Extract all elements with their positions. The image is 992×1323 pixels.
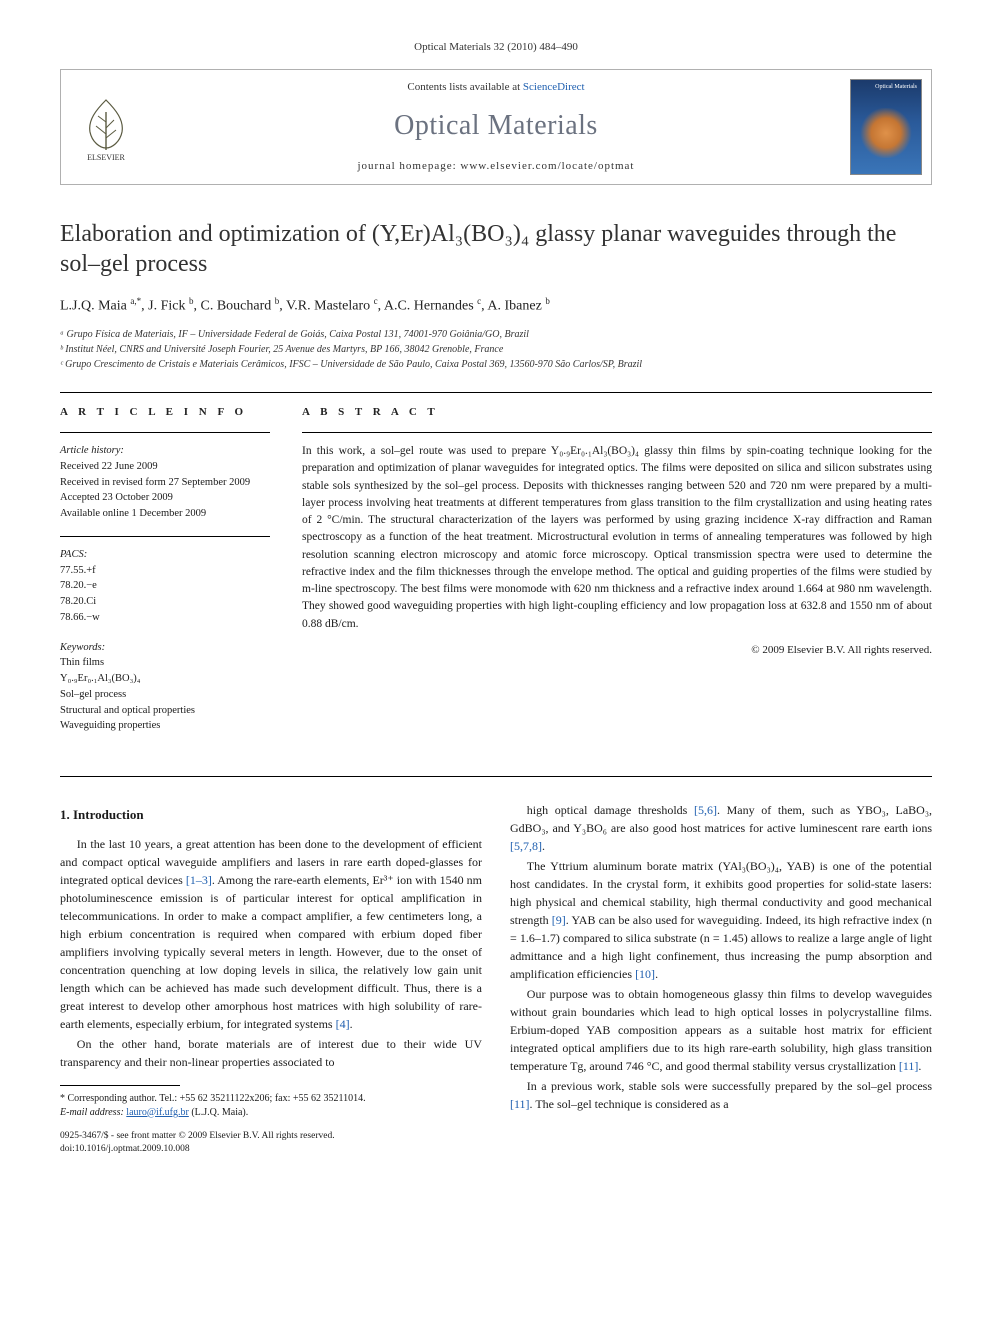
pacs-block: PACS: 77.55.+f78.20.−e78.20.Ci78.66.−w bbox=[60, 547, 270, 626]
abstract-copyright: © 2009 Elsevier B.V. All rights reserved… bbox=[302, 643, 932, 658]
affiliations: ᵃ Grupo Física de Materiais, IF – Univer… bbox=[60, 327, 932, 372]
article-title: Elaboration and optimization of (Y,Er)Al… bbox=[60, 219, 932, 279]
keywords-block: Keywords: Thin filmsY₀.₉Er₀.₁Al₃(BO₃)₄So… bbox=[60, 640, 270, 735]
authors-line: L.J.Q. Maia a,*, J. Fick b, C. Bouchard … bbox=[60, 295, 932, 316]
footnote-corr: * Corresponding author. Tel.: +55 62 352… bbox=[60, 1092, 482, 1106]
section-1-heading: 1. Introduction bbox=[60, 805, 482, 825]
cover-label: Optical Materials bbox=[855, 83, 917, 91]
article-history: Article history: Received 22 June 2009Re… bbox=[60, 443, 270, 522]
body-paragraph: On the other hand, borate materials are … bbox=[60, 1035, 482, 1071]
footnote-email-label: E-mail address: bbox=[60, 1107, 124, 1118]
copyright-front-matter: 0925-3467/$ - see front matter © 2009 El… bbox=[60, 1130, 482, 1143]
journal-header-box: ELSEVIER Contents lists available at Sci… bbox=[60, 69, 932, 185]
publisher-logo: ELSEVIER bbox=[61, 70, 151, 184]
body-paragraph: Our purpose was to obtain homogeneous gl… bbox=[510, 985, 932, 1075]
front-matter-line: 0925-3467/$ - see front matter © 2009 El… bbox=[60, 1130, 482, 1157]
body-two-column: 1. Introduction In the last 10 years, a … bbox=[60, 801, 932, 1156]
footnote-email-who: (L.J.Q. Maia). bbox=[191, 1107, 248, 1118]
body-paragraph: In a previous work, stable sols were suc… bbox=[510, 1077, 932, 1113]
pacs-label: PACS: bbox=[60, 547, 270, 563]
journal-title: Optical Materials bbox=[159, 106, 833, 145]
body-paragraph: high optical damage thresholds [5,6]. Ma… bbox=[510, 801, 932, 855]
journal-cover-thumb: Optical Materials bbox=[841, 70, 931, 184]
contents-available: Contents lists available at ScienceDirec… bbox=[159, 80, 833, 95]
elsevier-tree-icon: ELSEVIER bbox=[76, 92, 136, 162]
body-paragraph: The Yttrium aluminum borate matrix (YAl₃… bbox=[510, 857, 932, 983]
citation-line: Optical Materials 32 (2010) 484–490 bbox=[60, 40, 932, 55]
contents-prefix: Contents lists available at bbox=[407, 81, 522, 93]
abstract-column: A B S T R A C T In this work, a sol–gel … bbox=[302, 393, 932, 748]
svg-text:ELSEVIER: ELSEVIER bbox=[87, 153, 125, 162]
journal-homepage: journal homepage: www.elsevier.com/locat… bbox=[159, 159, 833, 174]
article-info-column: A R T I C L E I N F O Article history: R… bbox=[60, 393, 270, 748]
abstract-text: In this work, a sol–gel route was used t… bbox=[302, 443, 932, 633]
footnote-email-link[interactable]: lauro@if.ufg.br bbox=[126, 1107, 189, 1118]
article-info-heading: A R T I C L E I N F O bbox=[60, 405, 270, 420]
sciencedirect-link[interactable]: ScienceDirect bbox=[523, 81, 585, 93]
keywords-label: Keywords: bbox=[60, 640, 270, 656]
abstract-heading: A B S T R A C T bbox=[302, 405, 932, 420]
footnote-separator bbox=[60, 1085, 180, 1086]
body-paragraph: In the last 10 years, a great attention … bbox=[60, 835, 482, 1033]
corresponding-author-footnote: * Corresponding author. Tel.: +55 62 352… bbox=[60, 1092, 482, 1120]
history-label: Article history: bbox=[60, 443, 270, 459]
doi-line: doi:10.1016/j.optmat.2009.10.008 bbox=[60, 1143, 482, 1156]
